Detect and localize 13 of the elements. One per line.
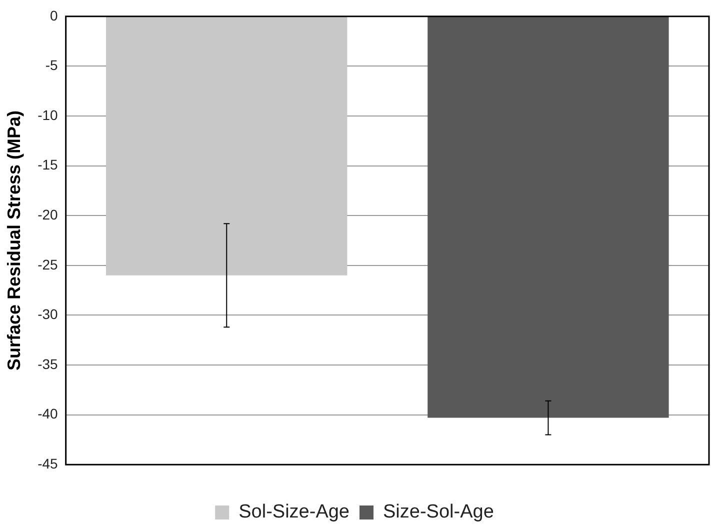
y-axis-title: Surface Residual Stress (MPa) [4, 110, 24, 371]
y-tick-label: -25 [38, 256, 58, 272]
y-tick-label: -40 [38, 406, 58, 422]
legend-label: Size-Sol-Age [383, 502, 494, 523]
y-tick-label: -20 [38, 206, 58, 222]
legend-label: Sol-Size-Age [238, 502, 350, 523]
y-tick-label: 0 [50, 7, 58, 24]
y-tick-label: -15 [38, 156, 58, 173]
y-tick-label: -45 [38, 455, 58, 472]
y-tick-label: -35 [38, 356, 58, 372]
y-tick-label: -5 [45, 57, 58, 74]
y-tick-label: -10 [38, 106, 58, 123]
y-tick-label: -30 [38, 306, 58, 322]
